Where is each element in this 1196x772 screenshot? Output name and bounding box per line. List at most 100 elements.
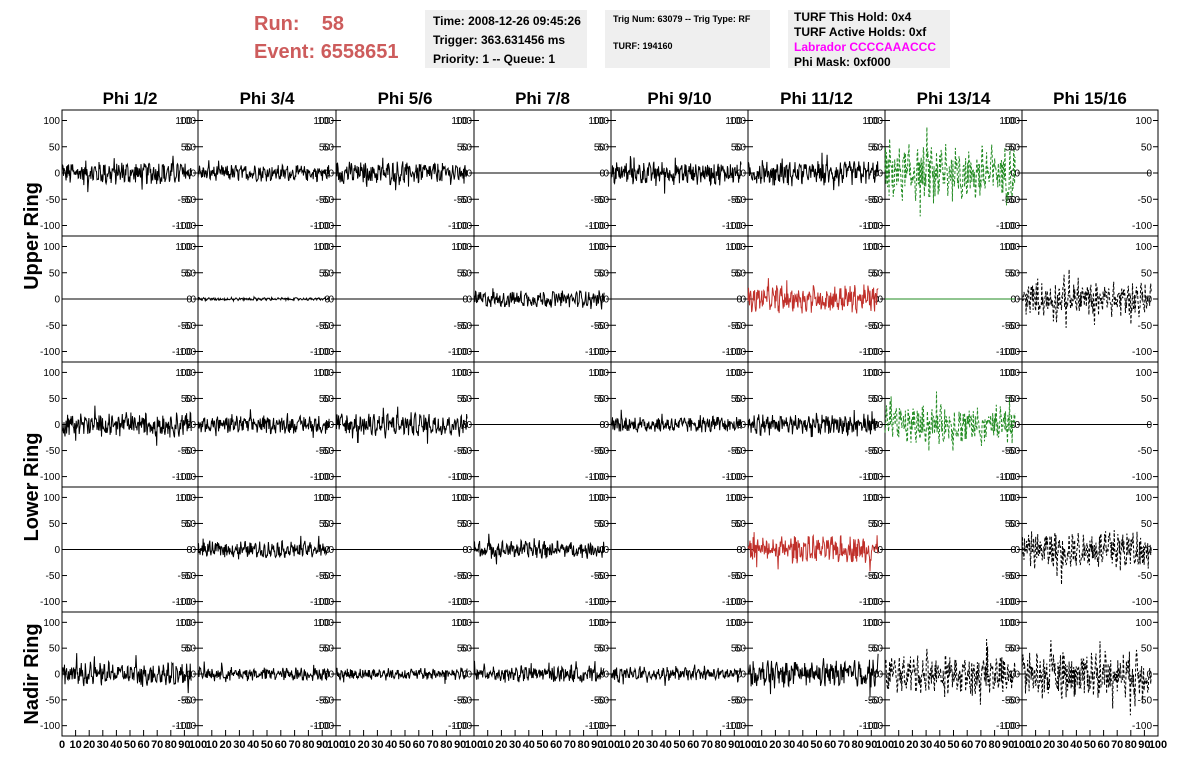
y-tick-label: 50 bbox=[461, 519, 473, 530]
y-tick-label: -100 bbox=[40, 221, 60, 232]
y-tick-label: -100 bbox=[314, 721, 334, 732]
waveform-trace bbox=[473, 533, 605, 565]
y-tick-label: -100 bbox=[722, 221, 742, 232]
y-tick-label: -100 bbox=[863, 721, 883, 732]
y-tick-label: 50 bbox=[185, 142, 197, 153]
y-tick-label: -50 bbox=[1006, 571, 1021, 582]
y-tick-label: -50 bbox=[1002, 695, 1017, 706]
phi-mask-text: Phi Mask: 0xf000 bbox=[794, 55, 891, 69]
run-label: Run: bbox=[254, 13, 300, 35]
x-tick-label: 40 bbox=[660, 739, 672, 751]
x-tick-label: 100 bbox=[465, 739, 483, 751]
y-tick-label: -100 bbox=[1000, 221, 1020, 232]
y-tick-label: -50 bbox=[728, 321, 743, 332]
y-tick-label: 50 bbox=[457, 142, 469, 153]
waveform-trace bbox=[197, 535, 330, 560]
y-tick-label: 100 bbox=[451, 618, 468, 629]
y-tick-label: -50 bbox=[728, 695, 743, 706]
x-tick-label: 50 bbox=[1084, 739, 1096, 751]
y-tick-label: 0 bbox=[186, 295, 192, 306]
event-label: Event: bbox=[254, 41, 316, 63]
y-tick-label: 100 bbox=[866, 242, 883, 253]
y-tick-label: -100 bbox=[726, 721, 746, 732]
y-tick-label: 0 bbox=[740, 670, 746, 681]
waveform-trace bbox=[610, 156, 742, 194]
trigger-text: Trigger: 363.631456 ms bbox=[433, 33, 566, 47]
y-tick-label: 100 bbox=[179, 368, 196, 379]
y-tick-label: 50 bbox=[49, 268, 61, 279]
y-tick-label: 50 bbox=[868, 644, 880, 655]
y-tick-label: 0 bbox=[603, 545, 609, 556]
y-tick-label: 50 bbox=[185, 268, 197, 279]
y-tick-label: 50 bbox=[319, 644, 331, 655]
y-tick-label: 100 bbox=[179, 242, 196, 253]
y-tick-label: -100 bbox=[448, 472, 468, 483]
y-tick-label: 50 bbox=[872, 268, 884, 279]
waveform-trace bbox=[610, 664, 742, 686]
y-tick-label: 50 bbox=[1009, 394, 1021, 405]
y-tick-label: 0 bbox=[740, 169, 746, 180]
y-tick-label: -100 bbox=[40, 721, 60, 732]
x-tick-label: 90 bbox=[591, 739, 603, 751]
y-tick-label: -100 bbox=[172, 221, 192, 232]
y-tick-label: -50 bbox=[458, 446, 473, 457]
run-line: Run: 58 bbox=[254, 10, 399, 38]
y-tick-label: 0 bbox=[328, 670, 334, 681]
y-tick-label: -100 bbox=[452, 221, 472, 232]
y-tick-label: 100 bbox=[725, 116, 742, 127]
x-tick-label: 90 bbox=[1138, 739, 1150, 751]
y-tick-label: -50 bbox=[316, 321, 331, 332]
y-tick-label: 50 bbox=[594, 268, 606, 279]
y-tick-label: 100 bbox=[317, 618, 334, 629]
y-tick-label: -50 bbox=[458, 695, 473, 706]
x-tick-label: 70 bbox=[288, 739, 300, 751]
x-tick-label: 80 bbox=[302, 739, 314, 751]
y-tick-label: 50 bbox=[872, 142, 884, 153]
y-tick-label: 0 bbox=[466, 545, 472, 556]
y-tick-label: -100 bbox=[726, 597, 746, 608]
y-tick-label: -50 bbox=[320, 571, 335, 582]
y-tick-label: 100 bbox=[179, 116, 196, 127]
x-tick-label: 100 bbox=[1013, 739, 1031, 751]
y-tick-label: 100 bbox=[725, 493, 742, 504]
y-tick-label: 100 bbox=[866, 493, 883, 504]
y-tick-label: 100 bbox=[725, 368, 742, 379]
y-tick-label: -100 bbox=[585, 721, 605, 732]
y-tick-label: -50 bbox=[732, 321, 747, 332]
x-tick-label: 10 bbox=[893, 739, 905, 751]
waveform-trace bbox=[884, 638, 1016, 705]
y-tick-label: 50 bbox=[319, 142, 331, 153]
y-tick-label: -100 bbox=[40, 347, 60, 358]
y-tick-label: 50 bbox=[594, 644, 606, 655]
x-tick-label: 50 bbox=[810, 739, 822, 751]
y-tick-label: -50 bbox=[1002, 321, 1017, 332]
y-tick-label: 50 bbox=[1141, 644, 1153, 655]
x-tick-label: 70 bbox=[975, 739, 987, 751]
waveform-trace bbox=[747, 653, 879, 697]
y-tick-label: 100 bbox=[317, 493, 334, 504]
waveform-trace bbox=[747, 152, 879, 191]
y-tick-label: -50 bbox=[595, 195, 610, 206]
x-tick-label: 50 bbox=[124, 739, 136, 751]
y-tick-label: 50 bbox=[319, 519, 331, 530]
y-tick-label: -100 bbox=[1132, 347, 1152, 358]
x-tick-label: 40 bbox=[797, 739, 809, 751]
y-tick-label: 0 bbox=[1014, 169, 1020, 180]
event-line: Event: 6558651 bbox=[254, 38, 399, 66]
x-tick-label: 30 bbox=[1057, 739, 1069, 751]
y-tick-label: 100 bbox=[999, 493, 1016, 504]
x-tick-label: 100 bbox=[739, 739, 757, 751]
y-tick-label: 50 bbox=[868, 394, 880, 405]
y-tick-label: -50 bbox=[1138, 571, 1153, 582]
y-tick-label: -100 bbox=[314, 347, 334, 358]
y-tick-label: 50 bbox=[461, 142, 473, 153]
y-tick-label: -100 bbox=[589, 472, 609, 483]
y-tick-label: -50 bbox=[591, 195, 606, 206]
y-tick-label: 0 bbox=[877, 169, 883, 180]
run-event-block: Run: 58 Event: 6558651 bbox=[254, 10, 399, 66]
y-tick-label: 0 bbox=[54, 295, 60, 306]
column-title: Phi 15/16 bbox=[1053, 89, 1127, 108]
y-tick-label: 50 bbox=[1005, 519, 1017, 530]
waveform-trace bbox=[335, 667, 468, 684]
y-tick-label: 0 bbox=[54, 169, 60, 180]
